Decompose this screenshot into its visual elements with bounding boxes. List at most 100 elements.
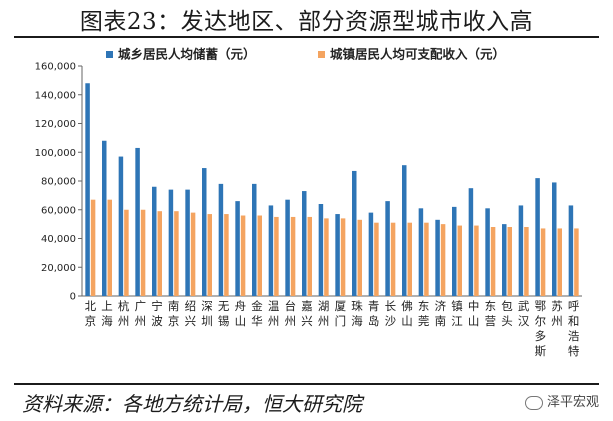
bar-income (390, 222, 396, 296)
bar-income (457, 225, 462, 296)
bar-savings (318, 204, 324, 296)
bar-income (90, 199, 96, 296)
y-tick-label: 0 (70, 292, 76, 303)
x-tick-label: 济南 (435, 299, 447, 328)
bar-savings (102, 140, 107, 296)
bar-income (307, 216, 312, 296)
legend-entry: 城乡居民人均储蓄（元） (118, 47, 256, 62)
x-tick-label: 苏州 (551, 299, 563, 328)
bar-savings (302, 191, 307, 296)
axis-layer: 0 20,000 40,000 60,000 80,000 100,000 120,000 1… (35, 62, 582, 303)
bar-savings (335, 214, 340, 296)
bar-income (324, 218, 329, 296)
bar-savings (185, 189, 190, 296)
bar-income (507, 227, 512, 296)
bar-income (407, 222, 412, 296)
bar-income (474, 225, 479, 296)
bar-savings (352, 170, 357, 296)
x-tick-label: 东营 (485, 299, 497, 328)
x-tick-label: 南京 (168, 299, 180, 328)
legend-swatch (106, 51, 113, 58)
y-tick-label: 60,000 (41, 205, 76, 216)
bar-income (340, 218, 346, 296)
x-tick-label: 绍兴 (185, 299, 197, 328)
y-tick-label: 40,000 (41, 234, 76, 245)
bar-savings (152, 186, 157, 296)
bar-income (224, 214, 229, 296)
category-labels: 北京上海杭州广州宁波南京绍兴深圳无锡舟山金华温州台州嘉兴湖州厦门珠海青岛长沙佛山… (85, 299, 580, 358)
x-tick-label: 舟山 (235, 299, 247, 328)
bar-savings (252, 183, 257, 296)
bar-income (240, 215, 246, 296)
bar-savings (135, 147, 140, 296)
bar-income (290, 216, 296, 296)
y-tick-label: 160,000 (35, 62, 76, 73)
bar-savings (518, 205, 524, 296)
bar-income (557, 228, 562, 296)
x-tick-label: 镇江 (451, 299, 463, 328)
x-tick-label: 呼和浩特 (568, 299, 580, 358)
legend-entry: 城镇居民人均可支配收入（元） (330, 47, 505, 62)
x-tick-label: 金华 (251, 299, 263, 328)
x-tick-label: 北京 (85, 299, 97, 328)
y-tick-label: 80,000 (41, 177, 76, 188)
bar-income (124, 209, 129, 296)
bar-income (190, 212, 196, 296)
bar-savings (402, 165, 407, 296)
wechat-icon (524, 395, 543, 410)
bar-savings (485, 208, 490, 296)
x-tick-label: 温州 (268, 299, 280, 328)
x-tick-label: 武汉 (518, 299, 530, 328)
x-tick-label: 宁波 (151, 299, 163, 328)
bar-savings (552, 182, 557, 296)
bar-income (107, 199, 112, 296)
x-tick-label: 台州 (285, 299, 297, 328)
bar-income (274, 216, 279, 296)
bar-savings (118, 156, 124, 296)
bar-income (357, 219, 362, 296)
bar-savings (502, 224, 507, 296)
bar-savings (452, 206, 457, 296)
x-tick-label: 厦门 (335, 299, 347, 328)
bar-savings (218, 183, 224, 296)
bar-income (257, 215, 262, 296)
x-tick-label: 深圳 (201, 299, 213, 328)
bar-income (207, 214, 212, 296)
x-tick-label: 东莞 (418, 299, 430, 328)
x-tick-label: 中山 (468, 299, 480, 328)
bar-income (174, 211, 179, 296)
legend-swatch (318, 51, 325, 58)
x-tick-label: 珠海 (351, 299, 363, 328)
x-tick-label: 无锡 (218, 299, 230, 328)
legend: 城乡居民人均储蓄（元） 城镇居民人均可支配收入（元） (106, 47, 505, 62)
bar-savings (468, 188, 474, 296)
x-tick-label: 杭州 (118, 299, 130, 328)
x-tick-label: 上海 (101, 299, 113, 328)
x-tick-label: 湖州 (318, 299, 330, 328)
bar-chart: 0 20,000 40,000 60,000 80,000 100,000 120,000 1… (35, 47, 582, 358)
x-tick-label: 包头 (501, 299, 513, 328)
bar-income (524, 227, 529, 296)
bar-savings (85, 83, 90, 296)
x-tick-label: 嘉兴 (301, 299, 313, 328)
x-tick-label: 广州 (135, 299, 147, 328)
bar-income (440, 224, 446, 296)
bar-savings (568, 205, 574, 296)
y-tick-label: 140,000 (35, 90, 76, 101)
bar-savings (418, 208, 424, 296)
bar-income (574, 228, 579, 296)
bar-savings (268, 205, 274, 296)
x-tick-label: 佛山 (401, 299, 413, 328)
watermark: 泽平宏观 (524, 391, 599, 410)
y-tick-label: 20,000 (41, 263, 76, 274)
source-rule (14, 383, 599, 385)
bar-income (157, 211, 162, 296)
bar-savings (368, 212, 374, 296)
bar-savings (385, 201, 390, 296)
y-tick-label: 100,000 (35, 148, 76, 159)
bar-income (540, 228, 546, 296)
bar-savings (535, 178, 540, 296)
x-tick-label: 鄂尔多斯 (535, 299, 547, 358)
page-title: 图表23：发达地区、部分资源型城市收入高 (79, 9, 534, 35)
bar-income (490, 227, 496, 296)
